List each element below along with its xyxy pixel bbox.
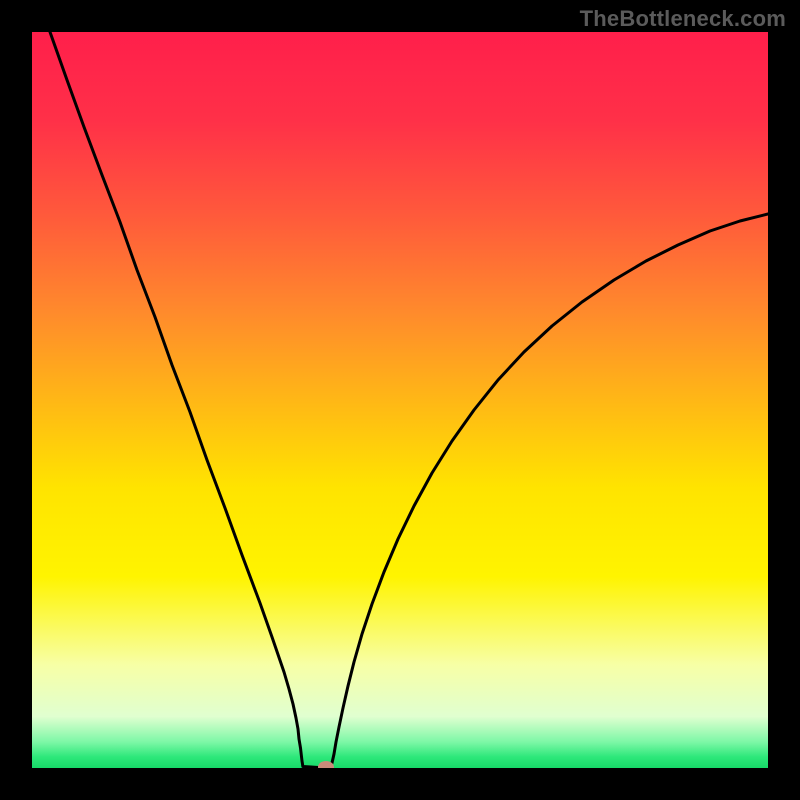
watermark-text: TheBottleneck.com bbox=[580, 6, 786, 32]
chart-svg bbox=[32, 32, 768, 768]
chart-frame: TheBottleneck.com bbox=[0, 0, 800, 800]
plot-area bbox=[32, 32, 768, 768]
gradient-background bbox=[32, 32, 768, 768]
